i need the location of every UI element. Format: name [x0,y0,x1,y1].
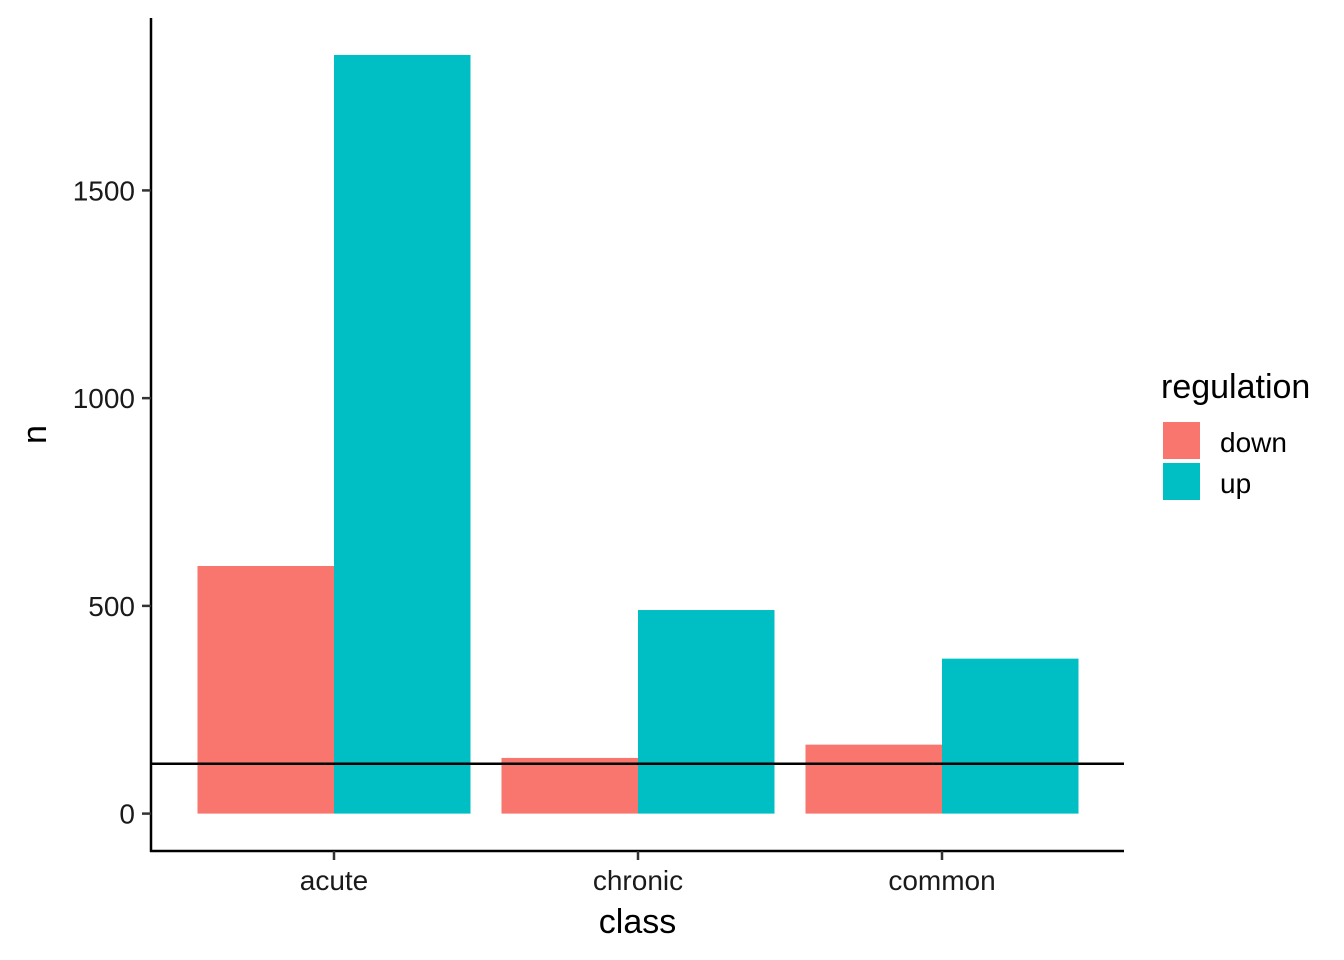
legend-key-down [1163,422,1200,459]
legend-items: down up [1163,422,1287,500]
x-tick-label: common [888,865,995,896]
x-tick-label: acute [300,865,369,896]
bar-acute-down [197,565,334,814]
bars-layer [197,54,1079,814]
legend-label-down: down [1220,427,1287,458]
y-tick-label: 500 [88,591,135,622]
y-axis-title: n [16,425,54,444]
bar-chronic-up [638,610,775,814]
x-axis-ticks: acute chronic common [300,851,996,896]
legend-key-up [1163,463,1200,500]
bar-chronic-down [501,757,638,814]
legend-label-up: up [1220,468,1251,499]
x-axis-title: class [599,903,676,941]
legend-title: regulation [1161,368,1310,406]
x-tick-label: chronic [593,865,683,896]
legend: regulation down up [1161,368,1310,500]
bar-acute-up [334,54,471,814]
y-tick-label: 1000 [73,383,135,414]
bar-common-up [942,658,1079,814]
y-tick-label: 0 [119,799,135,830]
y-axis-ticks: 0 500 1000 1500 [73,175,151,830]
bar-common-down [805,744,942,814]
y-tick-label: 1500 [73,175,135,206]
